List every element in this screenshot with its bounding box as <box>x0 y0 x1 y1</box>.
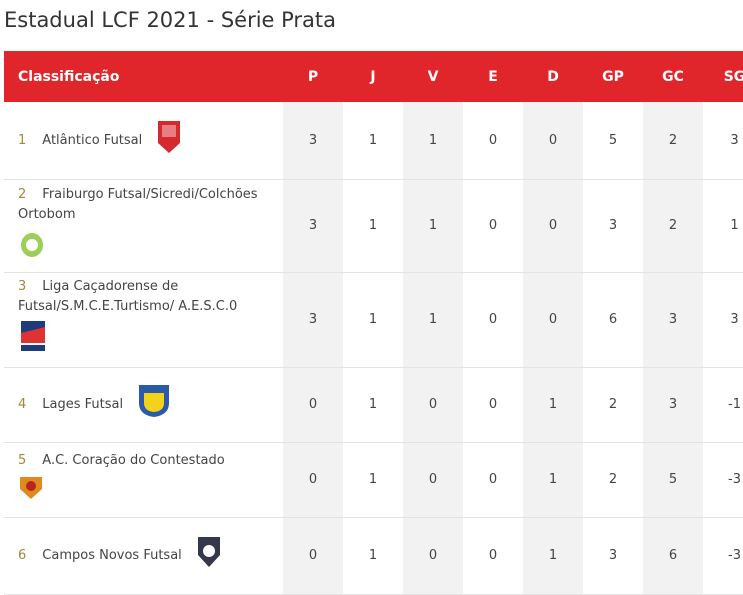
team-cell: 2 Fraiburgo Futsal/Sicredi/Colchões Ortob… <box>4 179 283 273</box>
position: 5 <box>18 453 27 468</box>
stat-cell: 1 <box>523 442 583 518</box>
stat-cell: 3 <box>703 102 743 180</box>
table-row: 5 A.C. Coração do Contestado 0 1 0 0 1 2 5 -3 <box>4 442 743 518</box>
stat-cell: 6 <box>643 517 703 595</box>
position: 2 <box>18 187 27 202</box>
stat-cell: 0 <box>523 102 583 180</box>
stat-cell: 0 <box>463 102 523 180</box>
stat-cell: 2 <box>583 367 643 443</box>
column-header: GP <box>583 51 643 102</box>
position: 1 <box>18 132 27 148</box>
team-cell: 5 A.C. Coração do Contestado <box>4 442 283 518</box>
team-name: Campos Novos Futsal <box>42 548 182 563</box>
stat-cell: 3 <box>583 179 643 273</box>
stat-cell: 1 <box>403 179 463 273</box>
team-logo <box>18 473 273 508</box>
column-header: J <box>343 51 403 102</box>
column-header: SG <box>703 51 743 102</box>
table-row: 4 Lages Futsal 0 1 0 0 1 2 3 -1 <box>4 367 743 443</box>
stat-cell: 0 <box>523 272 583 368</box>
standings-table: Classificação P J V E D GP GC SG 1 Atlântico Futs… <box>4 51 743 595</box>
stat-cell: 5 <box>583 102 643 180</box>
stat-cell: 0 <box>403 517 463 595</box>
position: 4 <box>18 397 27 412</box>
stat-cell: 0 <box>463 367 523 443</box>
column-header: V <box>403 51 463 102</box>
stat-cell: 3 <box>283 272 343 368</box>
team-name: Liga Caçadorense de Futsal/S.M.C.E.Turti… <box>18 279 238 314</box>
team-logo <box>156 119 182 162</box>
stat-cell: 0 <box>283 367 343 443</box>
stat-cell: 0 <box>463 179 523 273</box>
stat-cell: 3 <box>643 272 703 368</box>
stat-cell: 0 <box>523 179 583 273</box>
stat-cell: 0 <box>283 442 343 518</box>
stat-cell: 1 <box>343 272 403 368</box>
stat-cell: 3 <box>583 517 643 595</box>
team-name: Fraiburgo Futsal/Sicredi/Colchões Ortobo… <box>18 187 258 222</box>
team-cell: 3 Liga Caçadorense de Futsal/S.M.C.E.Turt… <box>4 272 283 368</box>
stat-cell: 3 <box>283 179 343 273</box>
table-row: 1 Atlântico Futsal 3 1 1 0 0 5 2 3 <box>4 102 743 180</box>
stat-cell: 0 <box>403 442 463 518</box>
stat-cell: 2 <box>643 179 703 273</box>
column-header: Classificação <box>4 51 283 102</box>
table-row: 6 Campos Novos Futsal 0 1 0 0 1 3 6 -3 <box>4 517 743 595</box>
stat-cell: 0 <box>283 517 343 595</box>
column-header: D <box>523 51 583 102</box>
position: 6 <box>18 548 27 563</box>
team-logo <box>196 535 222 576</box>
stat-cell: 1 <box>343 102 403 180</box>
stat-cell: 3 <box>703 272 743 368</box>
team-name: Lages Futsal <box>42 397 124 412</box>
team-cell: 1 Atlântico Futsal <box>4 102 283 180</box>
stat-cell: -1 <box>703 367 743 443</box>
team-name: A.C. Coração do Contestado <box>42 453 225 468</box>
stat-cell: 3 <box>643 367 703 443</box>
stat-cell: 2 <box>643 102 703 180</box>
stat-cell: 1 <box>343 442 403 518</box>
table-row: 2 Fraiburgo Futsal/Sicredi/Colchões Ortob… <box>4 179 743 273</box>
stat-cell: 5 <box>643 442 703 518</box>
stat-cell: 0 <box>403 367 463 443</box>
stat-cell: -3 <box>703 442 743 518</box>
team-logo <box>137 383 171 426</box>
stat-cell: 1 <box>343 367 403 443</box>
team-cell: 4 Lages Futsal <box>4 367 283 443</box>
team-logo <box>18 319 273 362</box>
stat-cell: 1 <box>523 367 583 443</box>
position: 3 <box>18 279 27 294</box>
stat-cell: 0 <box>463 517 523 595</box>
stat-cell: 1 <box>403 272 463 368</box>
stat-cell: 1 <box>343 179 403 273</box>
column-header: P <box>283 51 343 102</box>
stat-cell: 0 <box>463 272 523 368</box>
stat-cell: 0 <box>463 442 523 518</box>
column-header: E <box>463 51 523 102</box>
stat-cell: 3 <box>283 102 343 180</box>
stat-cell: 1 <box>403 102 463 180</box>
team-cell: 6 Campos Novos Futsal <box>4 517 283 595</box>
page-title: Estadual LCF 2021 - Série Prata <box>4 8 337 32</box>
stat-cell: 2 <box>583 442 643 518</box>
table-row: 3 Liga Caçadorense de Futsal/S.M.C.E.Turt… <box>4 272 743 368</box>
stat-cell: -3 <box>703 517 743 595</box>
column-header: GC <box>643 51 703 102</box>
header-row: Classificação P J V E D GP GC SG <box>4 51 743 102</box>
stat-cell: 1 <box>343 517 403 595</box>
team-logo <box>18 227 273 266</box>
stat-cell: 1 <box>523 517 583 595</box>
stat-cell: 1 <box>703 179 743 273</box>
team-name: Atlântico Futsal <box>42 132 143 148</box>
stat-cell: 6 <box>583 272 643 368</box>
